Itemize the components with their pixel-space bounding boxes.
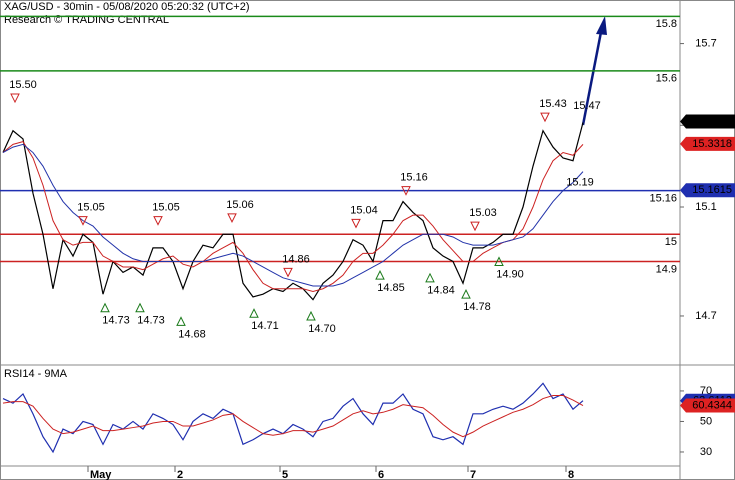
rsi-title: RSI14 - 9MA — [4, 368, 68, 380]
chart-title: XAG/USD - 30min - 05/08/2020 05:20:32 (U… — [4, 1, 249, 13]
annotation-label: 14.70 — [308, 323, 336, 335]
price-box-label: 15.1615 — [692, 184, 732, 196]
annotation-label: 15.03 — [469, 207, 497, 219]
annotation-label: 15.47 — [573, 100, 601, 112]
y-tick-label: 50 — [700, 415, 712, 427]
support-marker — [425, 272, 435, 283]
support-marker — [375, 269, 385, 280]
x-tick-label: 7 — [470, 469, 476, 480]
annotation-label: 15.04 — [350, 204, 378, 216]
x-tick-label: 8 — [568, 469, 574, 480]
level-label: 15.16 — [649, 193, 677, 205]
support-marker — [176, 316, 186, 326]
price-box-label: 15.3318 — [692, 138, 732, 150]
annotation-label: 15.06 — [226, 199, 254, 211]
series-line — [2, 382, 584, 454]
resistance-marker — [540, 112, 550, 123]
y-tick-label: 15.1 — [695, 201, 716, 213]
annotation-label: 15.50 — [9, 79, 37, 91]
annotation-label: 14.78 — [463, 301, 491, 313]
y-tick-label: 14.7 — [695, 310, 716, 322]
x-tick-label: 6 — [378, 469, 384, 480]
annotation-label: 15.43 — [539, 98, 567, 110]
annotation-label: 14.84 — [427, 285, 455, 297]
level-label: 15.8 — [656, 18, 677, 30]
annotation-label: 14.68 — [178, 328, 206, 340]
x-tick-label: May — [90, 469, 112, 480]
annotation-label: 14.85 — [377, 282, 405, 294]
level-label: 14.9 — [656, 263, 677, 275]
resistance-marker — [227, 213, 237, 224]
annotation-label: 14.86 — [282, 253, 310, 265]
resistance-marker — [78, 216, 88, 226]
resistance-marker — [351, 218, 361, 229]
support-marker — [100, 302, 110, 313]
resistance-marker — [401, 186, 411, 196]
annotation-label: 14.71 — [251, 320, 279, 332]
resistance-marker — [470, 221, 480, 232]
price-box — [680, 183, 735, 198]
annotation-label: 14.73 — [137, 315, 165, 327]
level-label: 15 — [665, 236, 677, 248]
price-box-label: 15.414 — [698, 115, 732, 127]
annotation-label: 15.05 — [77, 202, 105, 214]
annotation-label: 15.19 — [566, 176, 594, 188]
series-line — [2, 122, 584, 301]
price-box-label: 60.4344 — [692, 399, 732, 411]
annotation-label: 14.90 — [496, 268, 524, 280]
price-box — [680, 114, 735, 129]
series-line — [2, 143, 584, 287]
level-label: 15.6 — [656, 73, 677, 85]
price-box — [680, 398, 735, 413]
series-line — [2, 395, 584, 438]
y-tick-label: 30 — [700, 446, 712, 458]
series-line — [2, 141, 584, 292]
x-tick-label: 5 — [282, 469, 288, 480]
resistance-marker — [283, 267, 293, 278]
y-tick-label: 15.7 — [695, 37, 716, 49]
annotation-label: 15.16 — [400, 172, 428, 184]
projection-arrowhead — [596, 16, 607, 35]
support-marker — [135, 302, 145, 313]
resistance-marker — [10, 93, 20, 104]
resistance-marker — [153, 216, 163, 226]
x-tick-label: 2 — [177, 469, 183, 480]
support-marker — [249, 308, 259, 318]
support-marker — [461, 289, 471, 299]
annotation-label: 14.73 — [102, 315, 130, 327]
projection-arrow — [581, 31, 603, 126]
support-marker — [306, 310, 316, 321]
price-box — [680, 136, 735, 151]
support-marker — [494, 256, 504, 266]
annotation-label: 15.05 — [152, 202, 180, 214]
